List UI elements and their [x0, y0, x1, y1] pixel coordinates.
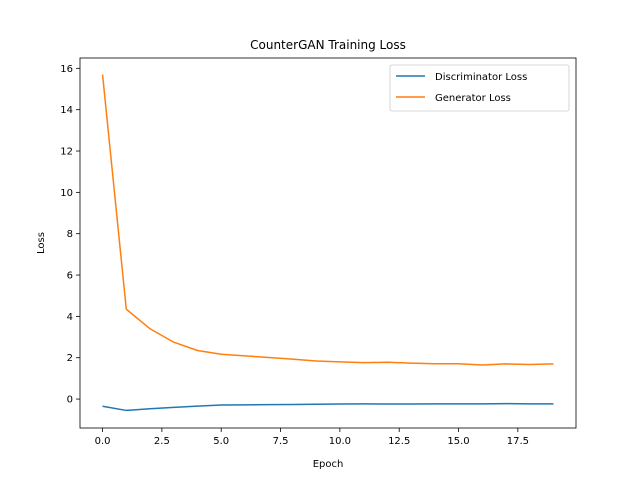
legend-label: Generator Loss [435, 93, 511, 104]
x-tick-label: 10.0 [329, 436, 351, 447]
y-tick-label: 8 [67, 229, 73, 240]
series-layer [101, 74, 554, 412]
x-tick-label: 17.5 [507, 436, 529, 447]
plot-area [79, 57, 577, 429]
legend-label: Discriminator Loss [435, 72, 527, 83]
y-tick-label: 0 [67, 395, 73, 406]
y-tick-label: 12 [60, 147, 73, 158]
x-tick-label: 12.5 [388, 436, 410, 447]
series-line-discriminator-loss [102, 402, 554, 412]
y-tick-label: 14 [60, 105, 73, 116]
x-axis: 0.0 2.5 5.0 7.5 10.0 12.5 15.0 17.5 [95, 428, 529, 447]
chart-title: CounterGAN Training Loss [250, 38, 406, 52]
y-axis-label: Loss [36, 232, 47, 254]
x-axis-label: Epoch [313, 459, 344, 470]
y-tick-label: 2 [67, 353, 73, 364]
y-tick-label: 6 [67, 271, 73, 282]
x-tick-label: 15.0 [447, 436, 469, 447]
x-tick-label: 0.0 [95, 436, 111, 447]
x-tick-label: 7.5 [273, 436, 289, 447]
x-tick-label: 2.5 [154, 436, 170, 447]
series-line-generator-loss [101, 74, 554, 366]
y-tick-label: 10 [60, 188, 73, 199]
legend: Discriminator Loss Generator Loss [389, 64, 570, 112]
y-tick-label: 16 [60, 64, 73, 75]
x-tick-label: 5.0 [213, 436, 229, 447]
y-tick-label: 4 [67, 312, 73, 323]
y-axis: 0 2 4 6 8 10 12 14 16 [60, 64, 80, 406]
legend-box [389, 64, 570, 112]
